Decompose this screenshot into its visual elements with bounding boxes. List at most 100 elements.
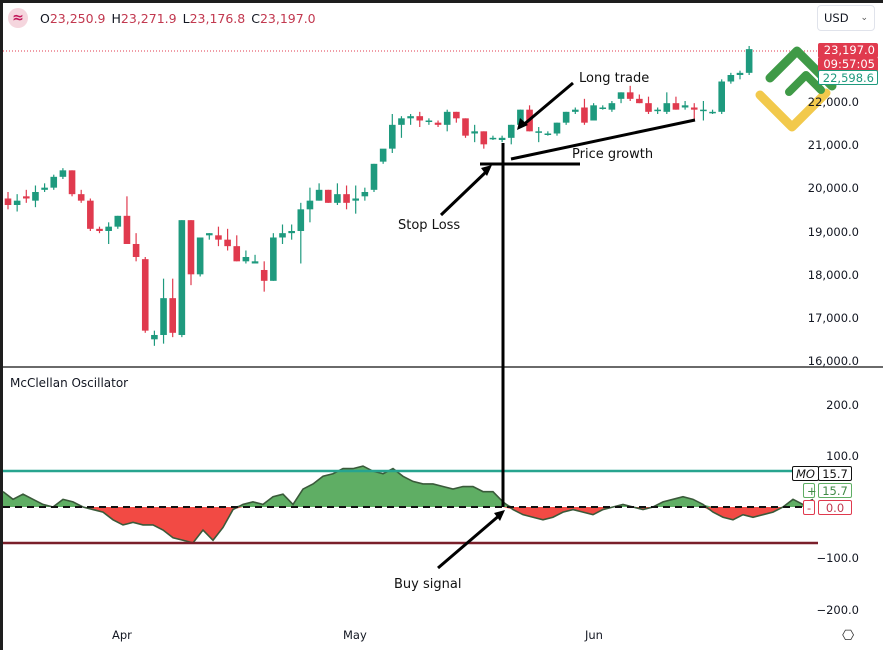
candle	[196, 237, 204, 275]
candle	[498, 137, 506, 140]
minus-value-tag: 0.0	[818, 500, 852, 515]
oscillator-line	[2, 465, 814, 544]
candle	[169, 298, 176, 333]
candle	[114, 215, 122, 227]
price-axis-label: 21,000.0	[807, 138, 859, 152]
candle	[96, 228, 103, 231]
candle	[690, 107, 698, 110]
candle	[123, 215, 131, 244]
osc-axis-label: −200.0	[816, 603, 859, 617]
price-axis-label: 19,000.0	[807, 225, 859, 239]
candle	[132, 243, 140, 257]
secondary-price-tag: 22,598.6	[818, 70, 878, 85]
candle	[599, 107, 607, 109]
chart-legend: ≈ O23,250.9 H23,271.9 L23,176.8 C23,197.…	[8, 7, 316, 29]
price-axis-label: 16,000.0	[807, 354, 859, 368]
wave-approx-icon[interactable]: ≈	[8, 8, 28, 28]
candle	[334, 194, 341, 203]
candle	[233, 246, 241, 262]
candle	[709, 111, 716, 114]
candle	[224, 239, 231, 247]
price-growth-annotation: Price growth	[572, 147, 654, 162]
candle	[260, 269, 268, 281]
candle	[315, 189, 323, 201]
candle	[361, 191, 369, 197]
candle	[517, 109, 524, 125]
candle	[654, 109, 661, 112]
candle	[279, 233, 286, 238]
chevron-down-icon: ⌄	[860, 13, 868, 23]
candle	[77, 194, 85, 201]
candle	[343, 194, 350, 203]
candle	[443, 111, 451, 125]
settings-icon[interactable]: ⎔	[842, 628, 855, 644]
price-axis-label: 17,000.0	[807, 311, 859, 325]
high-value: H23,271.9	[111, 10, 177, 26]
plus-label-tag: +	[803, 483, 817, 498]
candle	[324, 189, 332, 203]
oscillator-negative-area	[3, 507, 813, 543]
oscillator-series	[2, 465, 814, 544]
candle	[206, 233, 213, 236]
stop-loss-annotation: Stop Loss	[398, 218, 461, 233]
candle	[13, 200, 21, 205]
time-axis-month: Jun	[585, 628, 603, 642]
window-frame-left	[0, 0, 3, 650]
close-value: C23,197.0	[251, 10, 316, 26]
mo-value-tag: 15.7	[818, 466, 852, 481]
candle	[251, 261, 259, 264]
buy-signal-arrow	[437, 512, 502, 570]
candle	[141, 259, 149, 331]
candle	[572, 109, 579, 112]
candle	[306, 200, 314, 210]
buy-signal-annotation: Buy signal	[394, 577, 462, 592]
candle	[434, 122, 442, 125]
oscillator-positive-area	[3, 466, 813, 507]
long-trade-arrow	[521, 81, 574, 128]
candle	[745, 49, 753, 73]
price-axis-label: 20,000.0	[807, 181, 859, 195]
candle	[215, 235, 222, 240]
candle	[4, 198, 12, 205]
candle	[352, 198, 359, 201]
oscillator-title[interactable]: McClellan Oscillator	[10, 376, 129, 390]
long-trade-arrowhead	[517, 118, 528, 130]
candle	[32, 191, 39, 201]
price-growth-trendline	[510, 118, 696, 161]
osc-axis-label: −100.0	[816, 551, 859, 565]
candle	[617, 92, 625, 99]
candle	[663, 103, 671, 112]
time-axis-month: Apr	[112, 628, 132, 642]
candle	[590, 105, 597, 121]
stop-loss-arrow	[439, 168, 490, 217]
stop-loss-arrowhead	[481, 165, 492, 176]
candle	[297, 209, 305, 231]
candle	[398, 118, 405, 125]
candle	[562, 111, 570, 123]
long-trade-annotation: Long trade	[579, 71, 650, 86]
candle	[462, 118, 469, 136]
candle	[160, 298, 167, 335]
window-frame-top	[0, 0, 883, 3]
candle	[370, 163, 378, 190]
candle	[626, 92, 634, 99]
candle	[59, 170, 67, 177]
ohlc-values: O23,250.9 H23,271.9 L23,176.8 C23,197.0	[40, 11, 316, 26]
candles-series	[4, 45, 753, 346]
osc-axis-label: 200.0	[826, 398, 859, 412]
candle	[242, 256, 250, 262]
candle	[489, 137, 497, 140]
candle	[581, 107, 588, 123]
price-axis-label: 18,000.0	[807, 268, 859, 282]
plus-value-tag: 15.7	[818, 483, 852, 498]
candle	[425, 120, 433, 122]
candle	[700, 109, 707, 112]
mo-label-tag: MO	[792, 466, 819, 481]
currency-label: USD	[824, 11, 849, 25]
currency-select[interactable]: USD ⌄	[817, 5, 875, 31]
candle	[480, 131, 488, 145]
candle	[416, 116, 424, 121]
candle	[379, 148, 387, 162]
buy-signal-arrowhead	[494, 510, 505, 521]
